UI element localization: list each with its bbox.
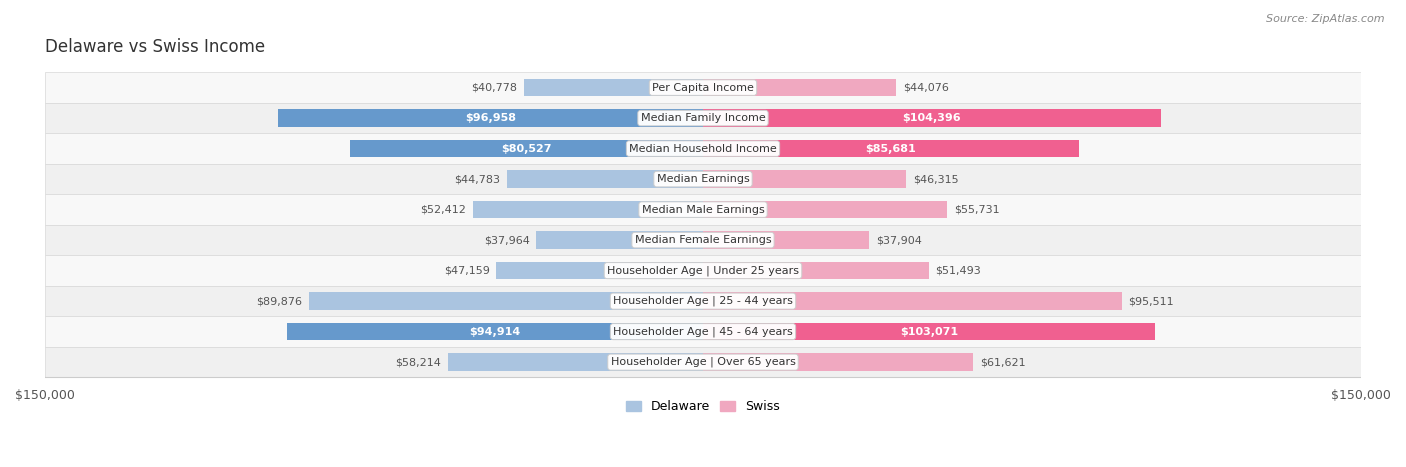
Text: $85,681: $85,681 xyxy=(866,143,917,154)
Text: Householder Age | 45 - 64 years: Householder Age | 45 - 64 years xyxy=(613,326,793,337)
Bar xyxy=(350,140,703,157)
Bar xyxy=(703,79,897,97)
Text: Median Family Income: Median Family Income xyxy=(641,113,765,123)
Bar xyxy=(45,103,1361,134)
Text: Median Male Earnings: Median Male Earnings xyxy=(641,205,765,215)
Text: $52,412: $52,412 xyxy=(420,205,467,215)
Text: Source: ZipAtlas.com: Source: ZipAtlas.com xyxy=(1267,14,1385,24)
Legend: Delaware, Swiss: Delaware, Swiss xyxy=(621,396,785,418)
Text: Median Earnings: Median Earnings xyxy=(657,174,749,184)
Bar xyxy=(703,109,1161,127)
Bar xyxy=(45,164,1361,194)
Bar xyxy=(703,353,973,371)
Bar xyxy=(524,79,703,97)
Bar xyxy=(703,323,1156,340)
Bar xyxy=(703,262,929,279)
Bar xyxy=(309,292,703,310)
Text: $44,076: $44,076 xyxy=(903,83,949,92)
Bar xyxy=(703,292,1122,310)
Bar xyxy=(45,72,1361,103)
Text: $51,493: $51,493 xyxy=(935,266,981,276)
Bar xyxy=(496,262,703,279)
Text: $46,315: $46,315 xyxy=(912,174,959,184)
Text: $103,071: $103,071 xyxy=(900,326,957,337)
Text: $55,731: $55,731 xyxy=(955,205,1000,215)
Text: Householder Age | Over 65 years: Householder Age | Over 65 years xyxy=(610,357,796,368)
Text: $40,778: $40,778 xyxy=(471,83,517,92)
Text: Per Capita Income: Per Capita Income xyxy=(652,83,754,92)
Bar xyxy=(537,231,703,249)
Bar xyxy=(45,134,1361,164)
Text: $37,964: $37,964 xyxy=(484,235,530,245)
Text: $104,396: $104,396 xyxy=(903,113,962,123)
Bar xyxy=(506,170,703,188)
Text: $37,904: $37,904 xyxy=(876,235,922,245)
Text: $96,958: $96,958 xyxy=(465,113,516,123)
Text: Median Household Income: Median Household Income xyxy=(628,143,778,154)
Bar xyxy=(472,201,703,219)
Bar xyxy=(287,323,703,340)
Bar xyxy=(45,255,1361,286)
Text: $89,876: $89,876 xyxy=(256,296,302,306)
Text: Householder Age | Under 25 years: Householder Age | Under 25 years xyxy=(607,265,799,276)
Bar xyxy=(703,140,1078,157)
Bar xyxy=(277,109,703,127)
Bar xyxy=(703,170,907,188)
Text: $47,159: $47,159 xyxy=(444,266,489,276)
Text: $44,783: $44,783 xyxy=(454,174,501,184)
Text: $61,621: $61,621 xyxy=(980,357,1025,367)
Bar xyxy=(703,231,869,249)
Text: $95,511: $95,511 xyxy=(1129,296,1174,306)
Text: $58,214: $58,214 xyxy=(395,357,441,367)
Bar xyxy=(703,201,948,219)
Text: Delaware vs Swiss Income: Delaware vs Swiss Income xyxy=(45,38,266,57)
Text: $94,914: $94,914 xyxy=(470,326,520,337)
Bar xyxy=(45,316,1361,347)
Bar xyxy=(45,347,1361,377)
Text: Median Female Earnings: Median Female Earnings xyxy=(634,235,772,245)
Bar xyxy=(447,353,703,371)
Text: Householder Age | 25 - 44 years: Householder Age | 25 - 44 years xyxy=(613,296,793,306)
Bar xyxy=(45,225,1361,255)
Bar xyxy=(45,286,1361,316)
Bar xyxy=(45,194,1361,225)
Text: $80,527: $80,527 xyxy=(501,143,551,154)
